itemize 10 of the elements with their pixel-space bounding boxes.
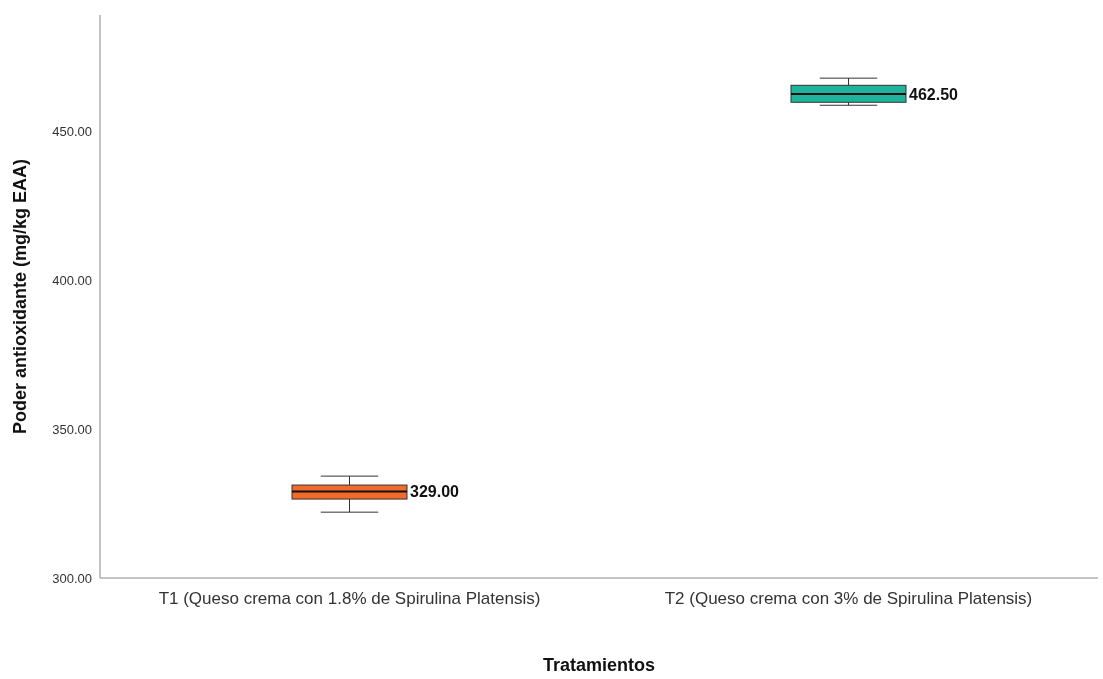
- text: 462.50: [909, 85, 958, 103]
- y-tick-label: 450.00: [52, 123, 92, 139]
- y-axis-title: Poder antioxidante (mg/kg EAA): [10, 158, 31, 435]
- y-tick-label: 350.00: [52, 421, 92, 437]
- x-tick-label: T2 (Queso crema con 3% de Spirulina Platensis): [664, 589, 1033, 609]
- x-tick-label: T1 (Queso crema con 1.8% de Spirulina Platensis): [158, 589, 541, 609]
- text: 329.00: [410, 483, 459, 501]
- y-tick-label: 300.00: [52, 570, 92, 586]
- y-tick-label: 400.00: [52, 272, 92, 288]
- x-axis-title: Tratamientos: [542, 655, 656, 675]
